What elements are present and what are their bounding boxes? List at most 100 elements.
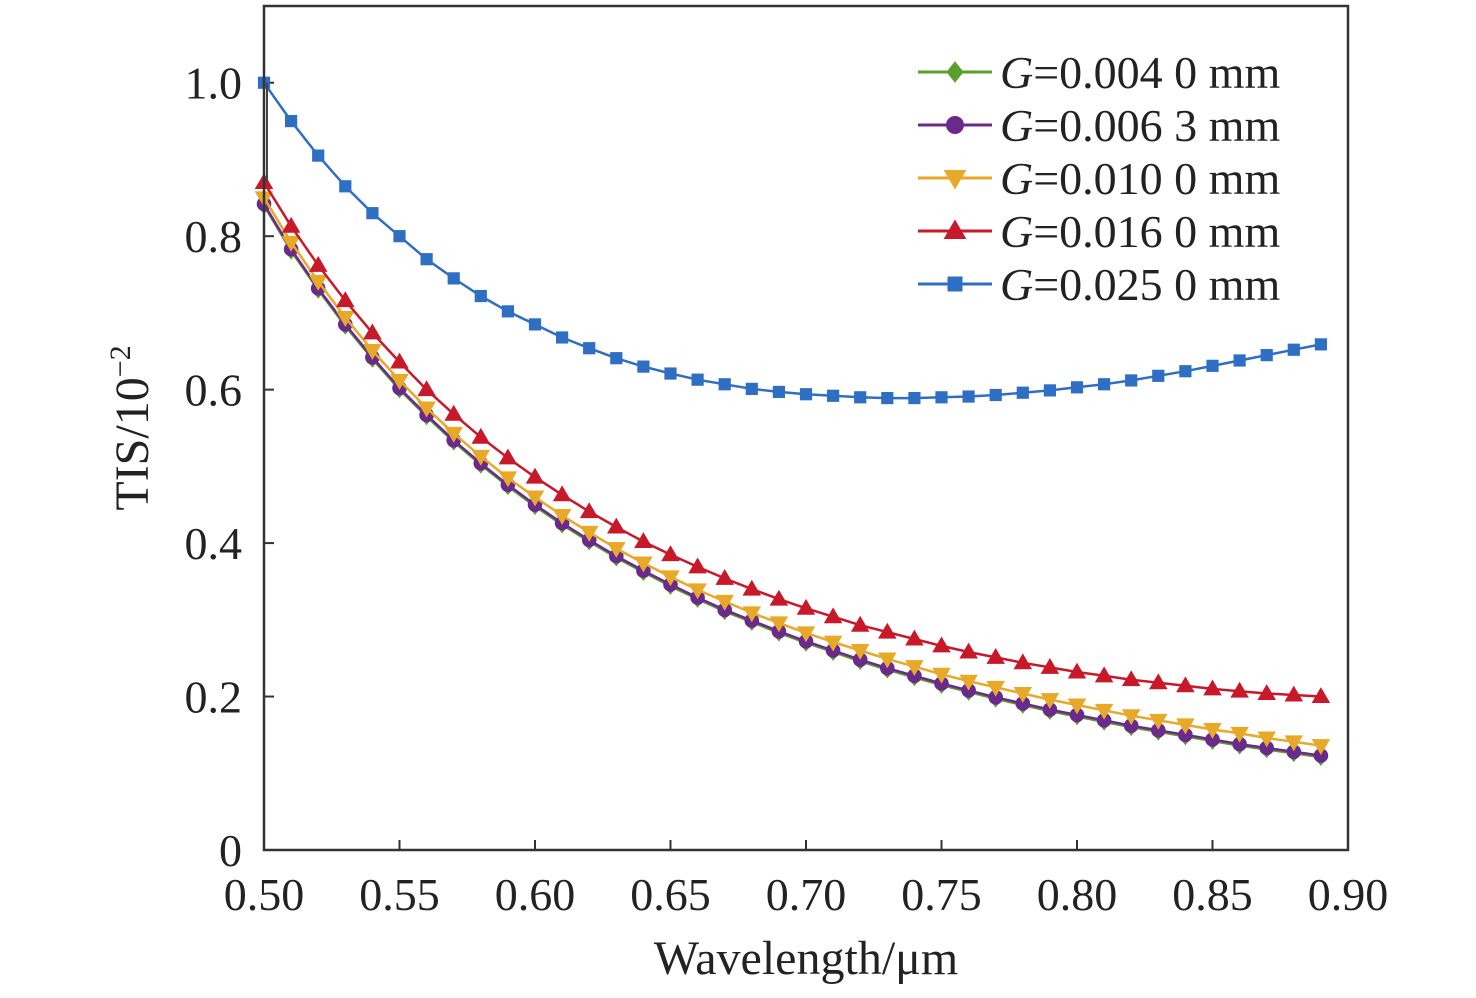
- data-point: [607, 517, 626, 534]
- data-point: [1284, 685, 1304, 702]
- data-point: [715, 568, 734, 585]
- legend-label: G=0.006 3 mm: [1000, 100, 1280, 151]
- data-point: [498, 448, 518, 465]
- data-point: [501, 305, 514, 318]
- x-tick-label: 0.75: [901, 869, 982, 920]
- data-point: [905, 629, 924, 646]
- x-tick-label: 0.50: [224, 869, 305, 920]
- legend-swatch-marker: [943, 170, 967, 190]
- data-point: [1040, 693, 1060, 710]
- data-point: [850, 615, 870, 632]
- x-tick-label: 0.65: [630, 869, 711, 920]
- y-tick-label: 0.8: [185, 211, 243, 262]
- data-point: [986, 680, 1005, 697]
- data-point: [308, 274, 328, 291]
- plot-frame: [262, 4, 1350, 852]
- data-point: [1094, 703, 1114, 720]
- legend-label-value: =0.025 0 mm: [1033, 259, 1280, 310]
- data-point: [989, 388, 1002, 402]
- data-point: [366, 207, 379, 220]
- data-point: [769, 589, 789, 606]
- data-point: [634, 556, 653, 573]
- data-point: [823, 635, 843, 652]
- legend-label-value: =0.004 0 mm: [1033, 47, 1280, 98]
- legend-label-symbol: G: [1000, 100, 1033, 151]
- series-line: [262, 203, 1322, 757]
- legend-label-value: =0.006 3 mm: [1033, 100, 1280, 151]
- data-point: [1016, 386, 1029, 399]
- data-point: [528, 318, 542, 331]
- data-point: [444, 404, 463, 421]
- data-point: [1067, 698, 1087, 715]
- series-3: [254, 191, 1331, 756]
- data-point: [285, 114, 298, 128]
- legend-label: G=0.025 0 mm: [1000, 259, 1280, 310]
- tick-labels: 0.50 0.55 0.60 0.65 0.70 0.75 0.80 0.85 0.90 0 0.2…: [185, 58, 1389, 920]
- series-line: [262, 81, 1322, 400]
- legend-label-symbol: G: [1000, 259, 1033, 310]
- data-point: [417, 380, 436, 397]
- x-tick-label: 0.55: [359, 869, 440, 920]
- legend-label-value: =0.010 0 mm: [1033, 153, 1280, 204]
- data-point: [1257, 684, 1276, 700]
- data-point: [932, 667, 951, 684]
- legend-item-5: G=0.025 0 mm: [918, 259, 1280, 310]
- data-point: [1013, 686, 1033, 703]
- data-point: [281, 216, 301, 233]
- data-point: [1311, 687, 1331, 704]
- legend-label: G=0.004 0 mm: [1000, 47, 1280, 98]
- data-point: [799, 388, 813, 401]
- legend-swatch-marker: [946, 61, 964, 83]
- data-point: [688, 557, 707, 574]
- data-point: [962, 390, 975, 403]
- data-point: [932, 636, 951, 653]
- data-point: [742, 606, 762, 623]
- x-tick-label: 0.90: [1308, 869, 1389, 920]
- data-point: [1284, 735, 1304, 752]
- data-point: [881, 391, 894, 405]
- data-point: [1043, 384, 1057, 397]
- legend-item-2: G=0.006 3 mm: [918, 100, 1280, 151]
- legend-swatch-marker: [946, 116, 964, 134]
- data-point: [610, 352, 623, 365]
- series-line: [262, 181, 1321, 698]
- data-point: [525, 490, 545, 507]
- data-point: [1176, 718, 1195, 735]
- data-point: [715, 594, 734, 611]
- data-point: [1125, 374, 1138, 387]
- data-point: [579, 502, 599, 519]
- legend-swatch-marker: [947, 276, 963, 292]
- data-point: [552, 508, 572, 525]
- data-point: [339, 180, 352, 193]
- legend-label: G=0.010 0 mm: [1000, 153, 1280, 204]
- data-point: [552, 485, 572, 502]
- series-line: [262, 197, 1322, 747]
- data-point: [772, 385, 785, 399]
- y-axis-title: TIS/10−2: [104, 345, 159, 510]
- y-tick-label: 0: [219, 825, 242, 876]
- data-point: [850, 644, 870, 660]
- data-point: [444, 426, 463, 443]
- data-point: [661, 570, 680, 587]
- data-point: [420, 253, 433, 266]
- data-point: [281, 235, 301, 252]
- data-point: [363, 344, 382, 360]
- data-point: [1149, 713, 1168, 730]
- legend-swatch-marker: [943, 219, 967, 239]
- x-tick-label: 0.85: [1172, 869, 1253, 920]
- data-point: [1067, 662, 1087, 679]
- series-layer: [254, 76, 1331, 766]
- data-point: [1230, 681, 1249, 698]
- y-tick-label: 0.2: [185, 672, 243, 723]
- legend-label: G=0.016 0 mm: [1000, 206, 1280, 257]
- legend: G=0.004 0 mmG=0.006 3 mmG=0.010 0 mmG=0.…: [918, 47, 1280, 310]
- data-point: [854, 391, 867, 404]
- data-point: [908, 391, 921, 405]
- data-point: [959, 674, 978, 691]
- data-point: [525, 467, 545, 484]
- data-point: [718, 378, 731, 391]
- legend-label-value: =0.016 0 mm: [1033, 206, 1280, 257]
- data-point: [556, 331, 569, 344]
- data-point: [390, 373, 409, 390]
- data-point: [1040, 657, 1060, 674]
